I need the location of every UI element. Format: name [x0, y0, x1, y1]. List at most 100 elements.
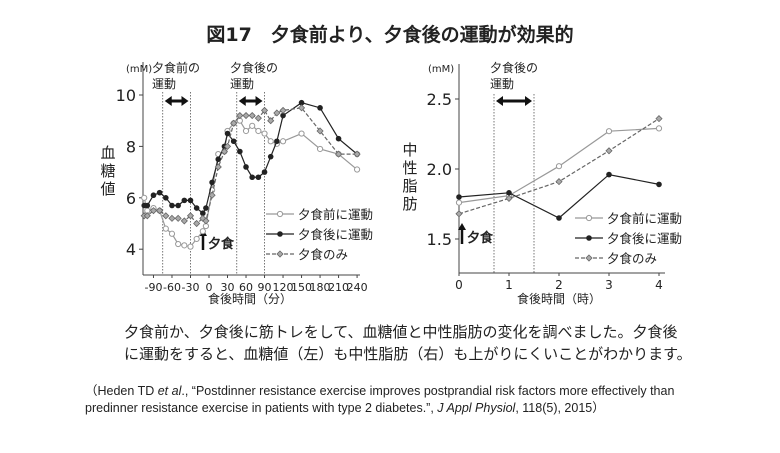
legend-label: 夕食のみ [607, 251, 657, 266]
data-point [208, 191, 216, 199]
exercise-label: 運動 [230, 77, 254, 91]
data-point [255, 174, 262, 181]
data-point [175, 240, 182, 248]
legend-marker [586, 235, 592, 241]
x-tick-label: 180 [310, 281, 331, 294]
x-tick-label: 60 [239, 281, 253, 294]
data-point [200, 210, 206, 217]
data-point [267, 153, 274, 160]
data-point [255, 127, 262, 135]
y-tick-label: 6 [126, 189, 136, 208]
x-tick-label: 0 [206, 281, 213, 294]
x-tick-label: 240 [347, 281, 368, 294]
data-point [193, 205, 200, 211]
y-axis-label: 値 [100, 180, 115, 198]
data-point [187, 243, 194, 250]
x-tick-label: 210 [328, 281, 349, 294]
data-point [141, 194, 148, 201]
arrowhead-right [525, 96, 532, 106]
data-point [260, 106, 269, 114]
data-point [317, 105, 323, 111]
data-point [267, 117, 275, 125]
y-tick-label: 8 [126, 137, 136, 156]
citation-title: ., “Postdinner resistance exercise impro… [85, 384, 675, 415]
data-point [249, 122, 256, 129]
citation: （Heden TD et al., “Postdinner resistance… [85, 383, 705, 417]
arrowhead-left [496, 96, 503, 106]
data-point [298, 99, 305, 106]
unit-label: (mM) [428, 64, 454, 75]
meal-label: 夕食 [467, 230, 494, 246]
y-axis-label: 脂 [402, 177, 417, 195]
data-point [655, 125, 663, 132]
x-tick-label: 4 [655, 278, 663, 292]
data-point [149, 207, 158, 215]
data-point [209, 179, 215, 186]
data-point [656, 181, 662, 188]
data-point [214, 163, 222, 171]
data-point [224, 130, 231, 137]
legend-marker [276, 250, 284, 258]
data-point [279, 106, 287, 114]
data-point [215, 156, 222, 163]
y-axis-label: 中 [402, 141, 417, 159]
data-point [279, 138, 287, 145]
data-point [230, 119, 238, 127]
data-point [297, 104, 306, 112]
x-axis-label: 食後時間（時） [517, 291, 601, 306]
data-point [181, 242, 188, 249]
data-point [156, 207, 164, 215]
data-point [261, 169, 268, 175]
data-point [237, 148, 243, 155]
y-tick-label: 2.5 [427, 90, 452, 109]
legend-marker [585, 214, 593, 222]
data-point [168, 230, 176, 237]
x-tick-label: -60 [163, 281, 181, 294]
data-point [555, 163, 563, 170]
data-point [506, 190, 512, 196]
x-tick-label: 3 [605, 278, 613, 292]
data-point [316, 145, 324, 153]
caption-line-1: 夕食前か、夕食後に筋トレをして、血糖値と中性脂肪の変化を調べました。夕食後 [124, 323, 678, 341]
exercise-label: 運動 [490, 77, 514, 91]
y-axis-label: 糖 [100, 162, 115, 180]
y-tick-label: 1.5 [427, 230, 452, 249]
data-point [505, 194, 513, 202]
y-axis-label: 肪 [402, 195, 417, 213]
x-axis-label: 食後時間（分） [208, 291, 292, 306]
data-point [174, 214, 182, 222]
exercise-label: 夕食後の [230, 60, 278, 75]
arrowhead-right [181, 96, 189, 106]
meal-label: 夕食 [208, 236, 235, 252]
unit-label: (mM) [126, 64, 152, 75]
data-point [202, 217, 210, 225]
data-point [203, 205, 209, 211]
citation-etal: et al [157, 384, 182, 398]
data-point [220, 147, 228, 156]
citation-authors: （Heden TD [85, 384, 158, 398]
citation-journal: J Appl Physiol [437, 401, 516, 415]
data-point [223, 142, 232, 150]
data-point [186, 212, 195, 220]
x-tick-label: 1 [505, 278, 513, 292]
exercise-label: 夕食前の [152, 60, 200, 75]
data-point [236, 111, 244, 120]
data-point [249, 174, 255, 181]
legend-label: 夕食のみ [298, 247, 348, 262]
arrowhead-left [164, 96, 172, 106]
x-tick-label: 30 [221, 281, 235, 294]
data-point [455, 199, 463, 206]
exercise-label: 夕食後の [490, 60, 538, 75]
data-point [243, 164, 249, 170]
data-point [248, 111, 256, 120]
data-point [605, 128, 613, 135]
y-tick-label: 4 [126, 240, 136, 259]
y-tick-label: 2.0 [427, 160, 452, 179]
data-point [605, 147, 613, 155]
data-point [335, 135, 342, 142]
data-point [156, 189, 163, 196]
data-point [242, 111, 250, 120]
legend-label: 夕食前に運動 [607, 211, 682, 226]
data-point [555, 178, 563, 186]
